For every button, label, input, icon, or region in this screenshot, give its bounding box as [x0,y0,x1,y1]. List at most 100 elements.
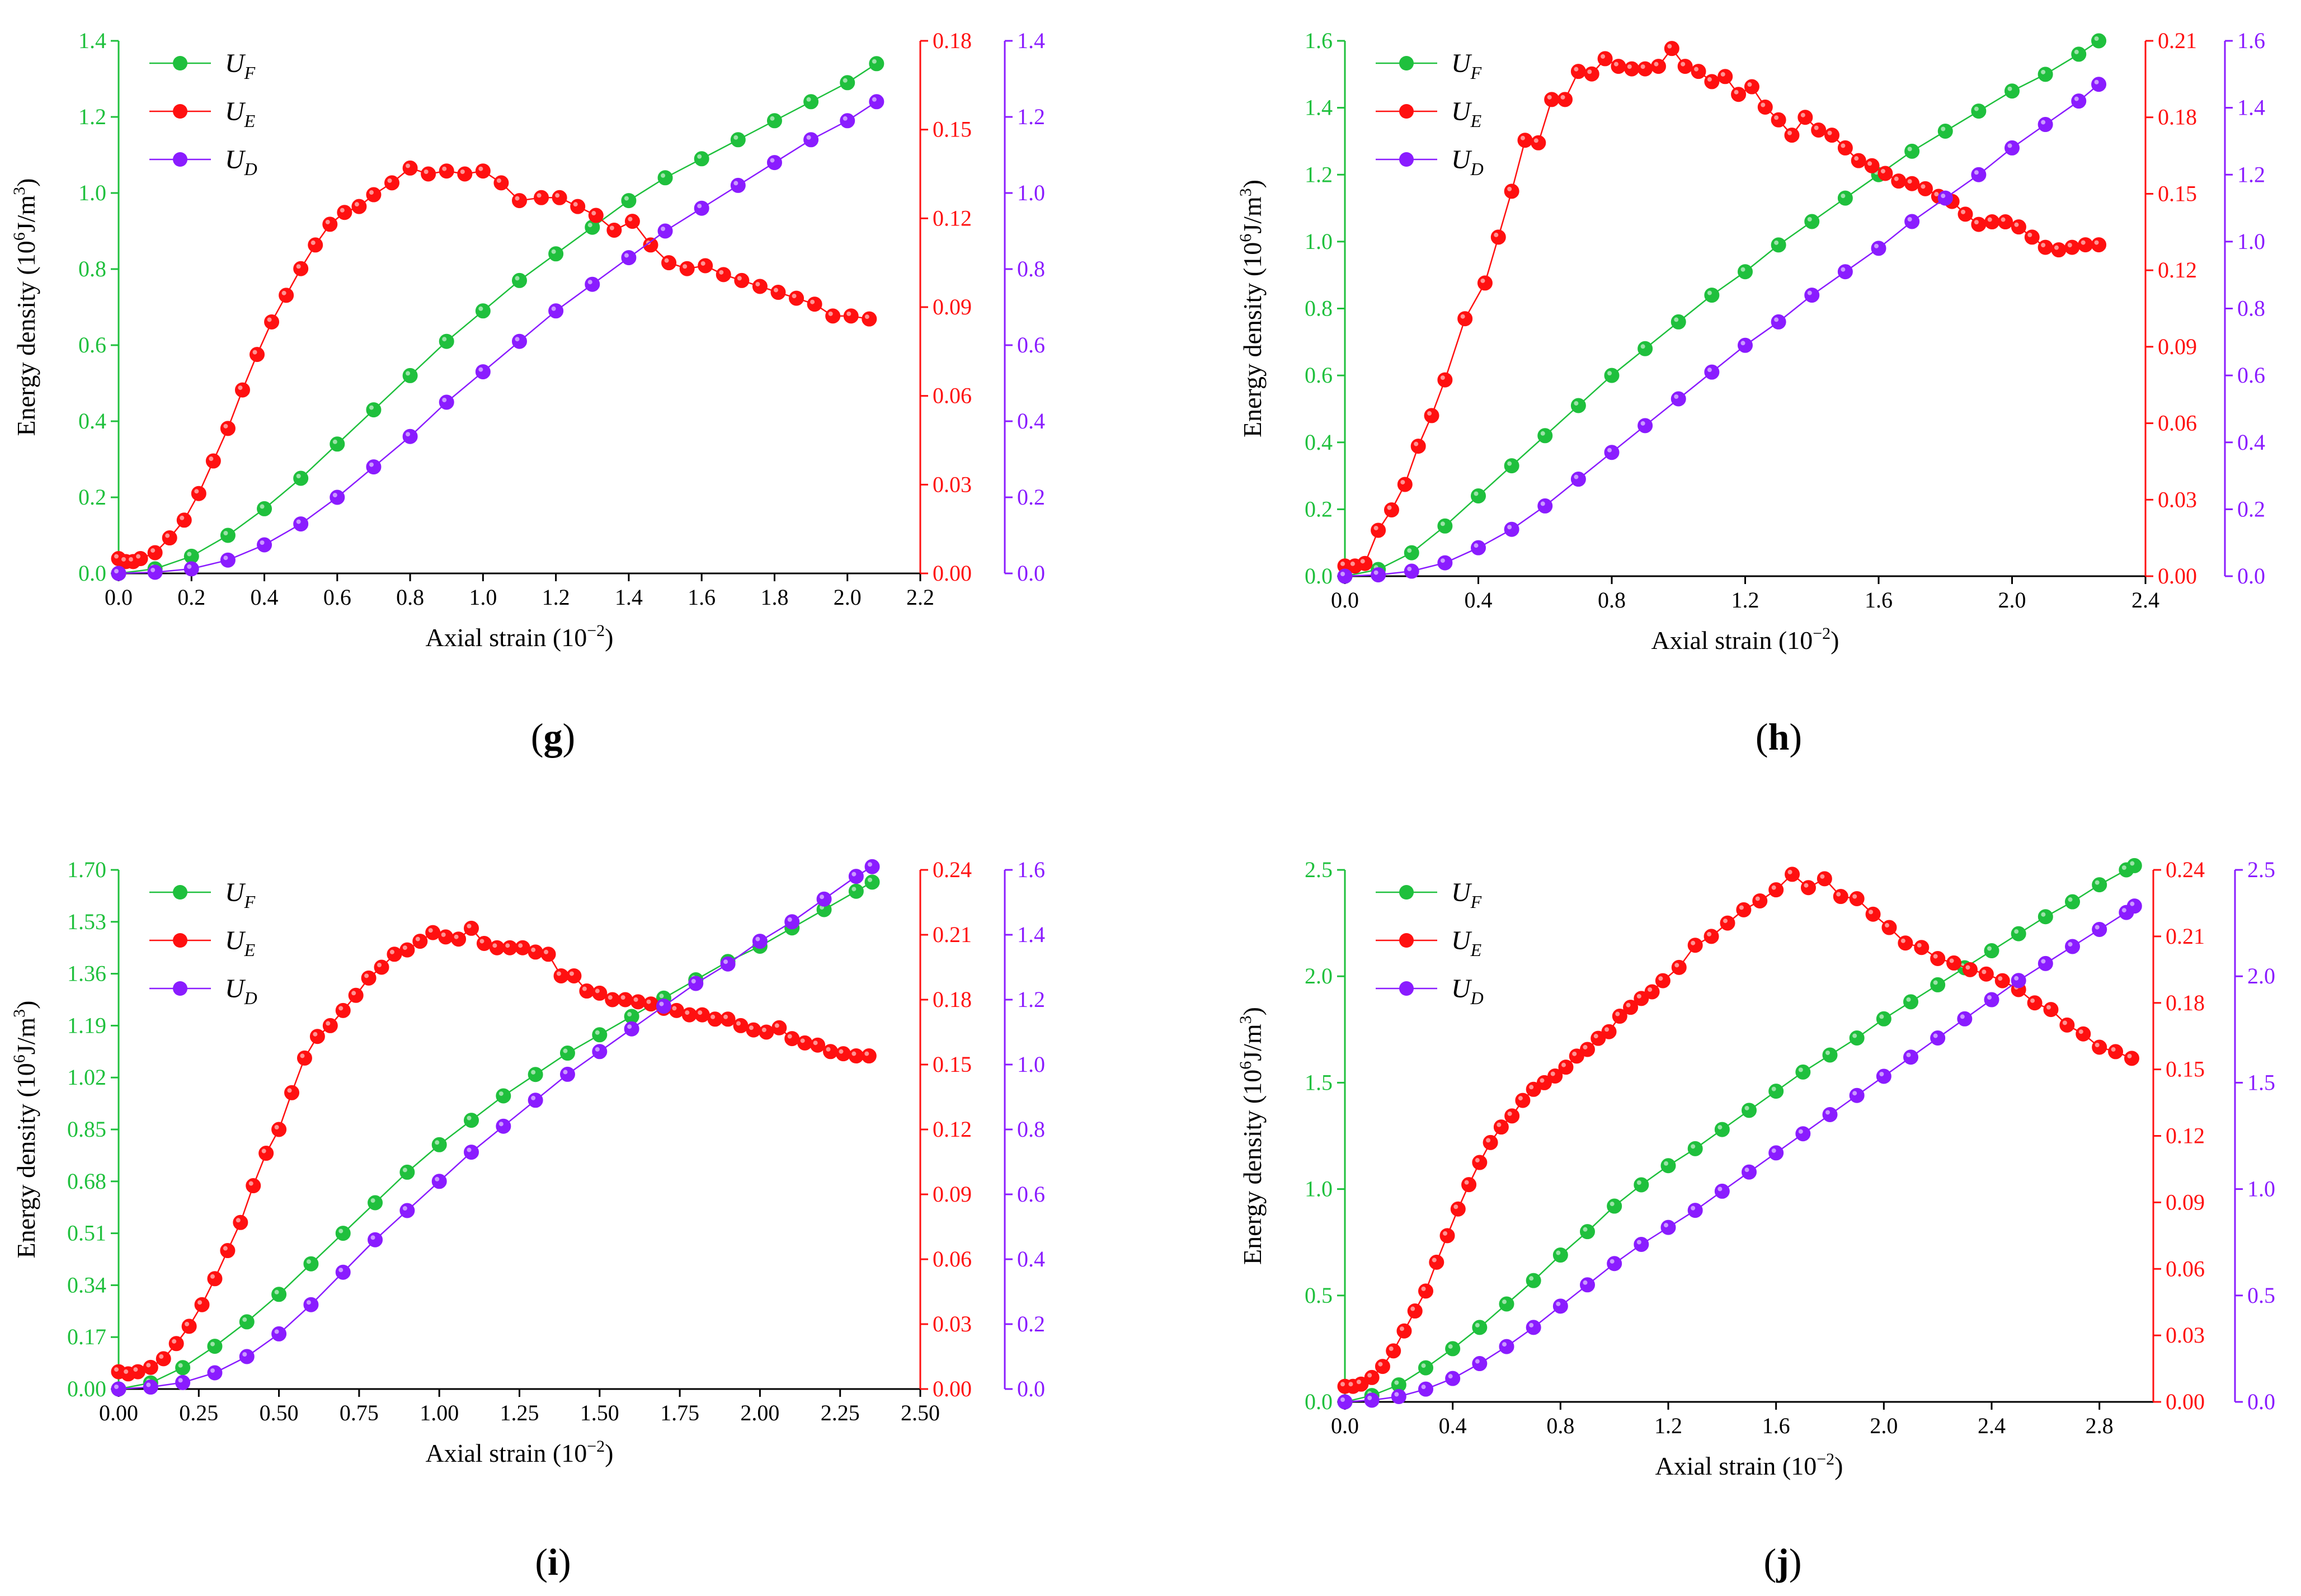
point-UF [512,272,527,288]
point-UE [797,1035,813,1051]
point-highlight [1475,1322,1480,1327]
point-UE [1515,1093,1531,1108]
point-highlight [1907,179,1912,184]
legend: UF UE UD [149,49,257,179]
red-y-tick-label: 0.15 [2158,181,2197,206]
point-highlight [1350,561,1355,566]
point-highlight [210,1368,215,1373]
point-highlight [424,170,429,174]
point-highlight [557,971,562,976]
point-highlight [1640,64,1645,69]
chart-panel-j: 0.0 0.4 0.8 1.2 1.6 2.0 2.4 2.8 0.0 0.5 1.0 1.5 2.0 2… [1236,857,2275,1583]
red-y-tick-label: 0.12 [933,205,972,230]
point-highlight [1974,220,1979,225]
point-highlight [1771,1086,1776,1091]
point-highlight [733,181,738,186]
red-y-tick-label: 0.12 [933,1117,972,1142]
point-highlight [787,917,792,922]
point-UE [1704,929,1719,944]
purple-y-tick-label: 1.0 [2237,229,2265,254]
point-highlight [1740,341,1745,346]
point-highlight [537,193,542,198]
point-UF [1738,264,1753,280]
point-UE [1914,940,1930,955]
point-highlight [627,1012,632,1017]
point-UD [207,1365,223,1381]
point-UE [1720,915,1735,931]
point-UE [1881,920,1897,935]
left-y-tick-label: 1.6 [1305,28,1333,53]
x-tick-label: 1.6 [688,585,716,610]
point-highlight [1739,905,1744,910]
point-highlight [555,193,560,198]
point-highlight [2127,1053,2132,1058]
point-highlight [2007,86,2012,91]
point-highlight [1825,1110,1830,1115]
point-highlight [242,1352,247,1357]
point-highlight [1734,90,1739,95]
point-highlight [1464,1180,1469,1185]
y-axis-title: Energy density (106J/m3) [10,1001,40,1259]
point-UE [515,940,530,955]
point-highlight [114,1367,119,1372]
point-UE [1917,181,1933,196]
point-highlight [1800,112,1805,117]
red-y-tick-label: 0.18 [2158,105,2197,130]
point-UF [657,170,673,186]
point-UD [864,859,880,874]
point-highlight [1836,892,1841,897]
point-UE [1437,372,1453,388]
point-UF [840,75,855,91]
point-highlight [697,204,702,209]
series-UD [1337,898,2142,1410]
red-y-tick-label: 0.12 [2158,257,2197,283]
red-y-tick-label: 0.09 [2166,1189,2205,1214]
point-highlight [150,567,156,572]
x-axis-title: Axial strain (10−2) [1651,624,1839,655]
point-highlight [2078,1029,2083,1034]
red-y-tick-label: 0.03 [933,1311,972,1336]
point-UF [1552,1247,1568,1263]
point-UE [1407,1303,1423,1319]
point-highlight [248,1181,253,1186]
point-UE [1386,1343,1401,1359]
point-highlight [2094,240,2099,245]
red-y-tick-label: 0.21 [2158,28,2197,53]
x-axis-title: Axial strain (10−2) [426,1437,614,1467]
point-UD [1552,1298,1568,1314]
point-UE [402,160,418,176]
purple-y-tick-label: 1.0 [1017,1052,1045,1077]
point-UF [271,1287,287,1302]
point-UE [309,1029,325,1044]
point-highlight [1744,1105,1749,1110]
left-y-tick-label: 1.02 [67,1065,106,1090]
purple-y-tick-label: 0.5 [2247,1283,2275,1308]
point-highlight [1547,95,1552,100]
point-highlight [1610,1202,1615,1207]
series-UD [111,859,880,1397]
point-UE [351,199,367,214]
point-UF [1637,341,1653,356]
point-UE [771,1020,787,1035]
point-highlight [2067,243,2072,248]
point-UE [1731,87,1747,102]
point-highlight [1933,954,1938,959]
x-tick-label: 0.25 [179,1400,218,1425]
legend-label-UF: UF [225,878,256,912]
point-UE [271,1122,287,1137]
point-highlight [492,943,497,948]
point-highlight [518,943,523,948]
point-highlight [1879,1014,1884,1019]
x-axis-title: Axial strain (10−2) [426,622,614,652]
point-UE [2091,237,2107,253]
left-y-tick-label: 0.8 [1305,296,1333,321]
point-highlight [1507,186,1512,191]
point-UD [1391,1388,1406,1404]
point-UD [239,1349,255,1364]
point-highlight [1787,130,1792,135]
point-highlight [1691,1144,1696,1149]
point-UE [1424,408,1439,423]
x-tick-label: 2.4 [1978,1413,2006,1438]
point-UE [421,166,436,182]
